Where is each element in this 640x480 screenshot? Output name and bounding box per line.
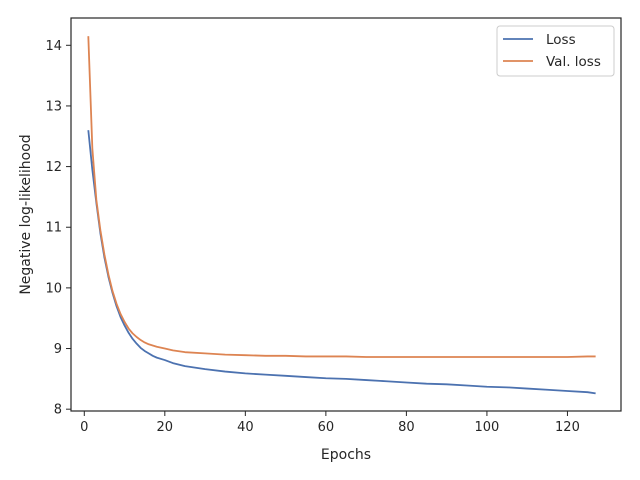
y-tick-label: 9 <box>54 342 62 357</box>
y-tick-label: 14 <box>45 39 62 54</box>
legend-label-loss: Loss <box>546 32 576 48</box>
plot-background <box>71 18 621 411</box>
legend-label-val-loss: Val. loss <box>546 54 601 70</box>
y-axis-label: Negative log-likelihood <box>18 134 34 294</box>
x-axis-label: Epochs <box>321 447 371 463</box>
legend: Loss Val. loss <box>496 25 615 77</box>
x-tick-label: 120 <box>555 420 580 435</box>
y-tick-label: 12 <box>45 160 62 175</box>
series-line-val-loss <box>87 36 596 358</box>
x-axis-ticks: 0 20 40 60 80 100 120 <box>80 411 580 435</box>
x-tick-label: 60 <box>318 420 335 435</box>
x-tick-label: 100 <box>475 420 500 435</box>
y-axis-ticks: 8 9 10 11 12 13 14 <box>45 39 71 418</box>
x-tick-label: 80 <box>398 420 415 435</box>
y-tick-label: 10 <box>45 281 62 296</box>
x-tick-label: 0 <box>80 420 88 435</box>
x-tick-label: 20 <box>157 420 174 435</box>
y-tick-label: 11 <box>45 221 62 236</box>
y-tick-label: 8 <box>54 403 62 418</box>
y-tick-label: 13 <box>45 99 62 114</box>
series-lines <box>87 36 596 395</box>
plot-frame <box>70 17 622 412</box>
x-tick-label: 40 <box>237 420 254 435</box>
